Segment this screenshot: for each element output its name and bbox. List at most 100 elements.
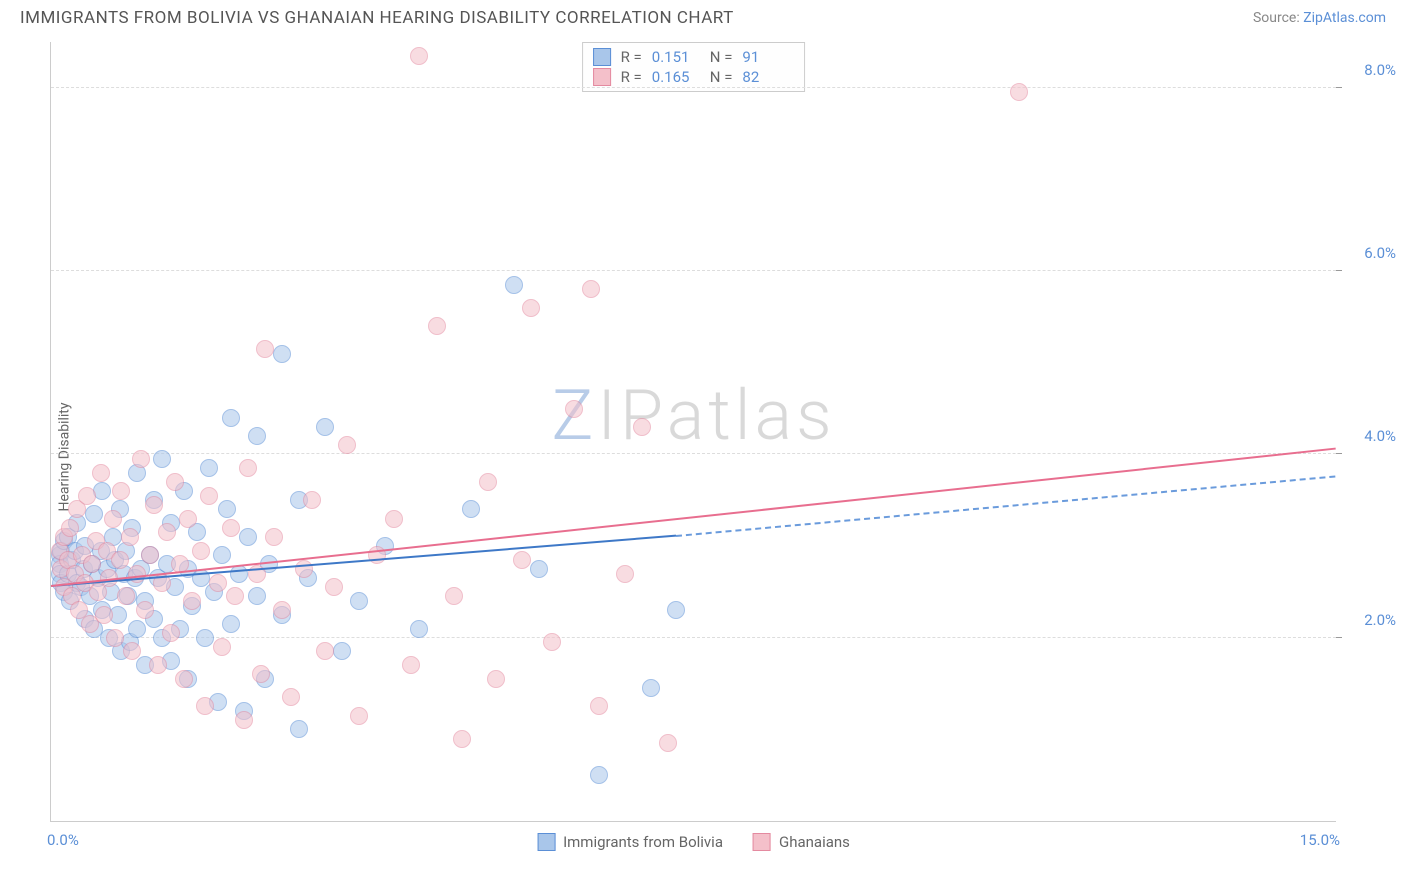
legend-item-2: Ghanaians <box>753 833 850 851</box>
data-point <box>659 734 677 752</box>
data-point <box>282 688 300 706</box>
data-point <box>385 510 403 528</box>
data-point <box>78 487 96 505</box>
data-point <box>290 720 308 738</box>
data-point <box>162 624 180 642</box>
data-point <box>325 578 343 596</box>
data-point <box>196 697 214 715</box>
data-point <box>153 450 171 468</box>
data-point <box>95 606 113 624</box>
r-value-1: 0.151 <box>652 48 700 66</box>
data-point <box>106 629 124 647</box>
data-point <box>295 560 313 578</box>
data-point <box>112 482 130 500</box>
legend-row-series-1: R = 0.151 N = 91 <box>593 47 791 67</box>
data-point <box>350 592 368 610</box>
swatch-series-1 <box>593 48 611 66</box>
data-point <box>462 500 480 518</box>
data-point <box>92 464 110 482</box>
plot-area: ZIPatlas R = 0.151 N = 91 R = 0.165 N = … <box>50 42 1336 822</box>
grid-line <box>51 270 1336 271</box>
source-link[interactable]: ZipAtlas.com <box>1303 10 1386 26</box>
swatch-series-2 <box>753 833 771 851</box>
data-point <box>213 638 231 656</box>
data-point <box>145 496 163 514</box>
data-point <box>479 473 497 491</box>
data-point <box>633 418 651 436</box>
data-point <box>316 418 334 436</box>
data-point <box>248 587 266 605</box>
data-point <box>128 620 146 638</box>
y-tick-label: 4.0% <box>1341 427 1396 445</box>
legend-label-1: Immigrants from Bolivia <box>563 833 723 851</box>
data-point <box>239 459 257 477</box>
data-point <box>61 519 79 537</box>
data-point <box>213 546 231 564</box>
data-point <box>582 280 600 298</box>
source-label: Source: <box>1253 10 1303 26</box>
data-point <box>192 542 210 560</box>
data-point <box>273 345 291 363</box>
correlation-legend: R = 0.151 N = 91 R = 0.165 N = 82 <box>582 42 806 92</box>
data-point <box>136 601 154 619</box>
data-point <box>445 587 463 605</box>
y-tick-label: 8.0% <box>1341 61 1396 79</box>
data-point <box>333 642 351 660</box>
legend-item-1: Immigrants from Bolivia <box>537 833 723 851</box>
data-point <box>565 400 583 418</box>
source-attribution: Source: ZipAtlas.com <box>1253 10 1386 26</box>
data-point <box>530 560 548 578</box>
data-point <box>252 665 270 683</box>
data-point <box>256 340 274 358</box>
data-point <box>218 500 236 518</box>
n-value-2: 82 <box>742 68 790 86</box>
data-point <box>123 642 141 660</box>
data-point <box>141 546 159 564</box>
chart-container: Hearing Disability ZIPatlas R = 0.151 N … <box>0 32 1406 882</box>
data-point <box>616 565 634 583</box>
y-tick-label: 6.0% <box>1341 244 1396 262</box>
data-point <box>117 587 135 605</box>
x-tick-left: 0.0% <box>47 831 79 849</box>
data-point <box>667 601 685 619</box>
y-tick-label: 2.0% <box>1341 611 1396 629</box>
data-point <box>505 276 523 294</box>
data-point <box>93 482 111 500</box>
swatch-series-1 <box>537 833 555 851</box>
data-point <box>158 523 176 541</box>
n-label: N = <box>710 48 733 66</box>
data-point <box>209 574 227 592</box>
data-point <box>248 427 266 445</box>
data-point <box>338 436 356 454</box>
data-point <box>200 487 218 505</box>
data-point <box>85 505 103 523</box>
data-point <box>239 528 257 546</box>
data-point <box>402 656 420 674</box>
data-point <box>121 528 139 546</box>
data-point <box>200 459 218 477</box>
data-point <box>1010 83 1028 101</box>
data-point <box>222 519 240 537</box>
data-point <box>132 450 150 468</box>
data-point <box>428 317 446 335</box>
grid-line <box>51 87 1336 88</box>
data-point <box>149 656 167 674</box>
r-label: R = <box>621 68 642 86</box>
data-point <box>183 592 201 610</box>
data-point <box>316 642 334 660</box>
chart-title: IMMIGRANTS FROM BOLIVIA VS GHANAIAN HEAR… <box>20 8 734 28</box>
r-label: R = <box>621 48 642 66</box>
data-point <box>235 711 253 729</box>
legend-row-series-2: R = 0.165 N = 82 <box>593 67 791 87</box>
data-point <box>513 551 531 569</box>
data-point <box>642 679 660 697</box>
n-value-1: 91 <box>742 48 790 66</box>
grid-line <box>51 453 1336 454</box>
n-label: N = <box>710 68 733 86</box>
data-point <box>265 528 283 546</box>
data-point <box>522 299 540 317</box>
data-point <box>222 409 240 427</box>
data-point <box>226 587 244 605</box>
series-legend: Immigrants from Bolivia Ghanaians <box>537 833 850 851</box>
grid-line <box>51 637 1336 638</box>
